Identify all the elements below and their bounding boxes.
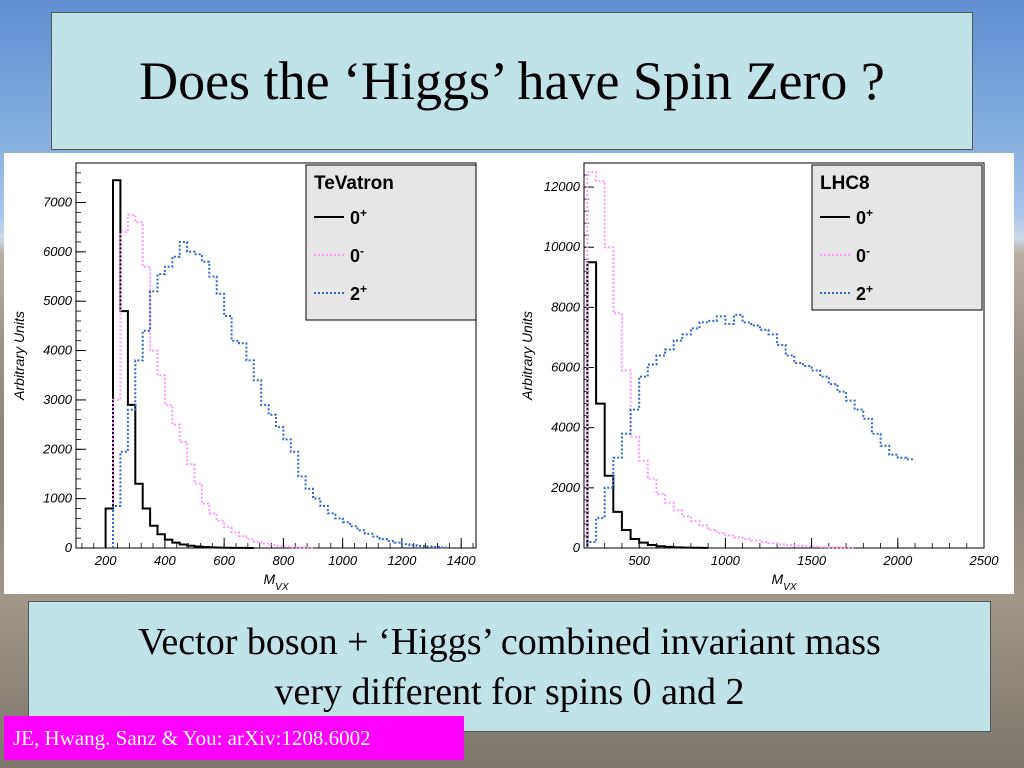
- x-tick-label: 1400: [447, 553, 477, 568]
- legend-box: [305, 164, 477, 321]
- y-tick-label: 4000: [43, 343, 73, 358]
- y-tick-label: 5000: [43, 293, 73, 308]
- legend-label: 0+: [856, 206, 873, 228]
- y-tick-label: 6000: [551, 360, 581, 375]
- y-axis-title: Arbitrary Units: [11, 311, 27, 401]
- y-tick-label: 0: [573, 540, 581, 555]
- x-tick-label: 1500: [797, 553, 827, 568]
- legend-label: 0-: [856, 244, 870, 266]
- plot-panel: 0 1000 2000 3000 4000 5000 6000 7000 200 400 600 80…: [4, 153, 1014, 594]
- y-tick-label: 2000: [42, 441, 73, 456]
- y-tick-label: 2000: [550, 480, 581, 495]
- legend-box: [811, 164, 983, 311]
- x-tick-label: 400: [154, 553, 176, 568]
- x-tick-label: 500: [628, 553, 650, 568]
- caption-line-1: Vector boson + ‘Higgs’ combined invarian…: [138, 620, 881, 663]
- y-tick-label: 8000: [551, 299, 581, 314]
- legend-title: LHC8: [820, 173, 870, 194]
- y-tick-label: 10000: [544, 239, 581, 254]
- slide-title: Does the ‘Higgs’ have Spin Zero ?: [51, 12, 973, 150]
- x-tick-label: 800: [273, 553, 295, 568]
- x-axis-title: MVX: [771, 571, 796, 593]
- chart-2: 0 2000 4000 6000 8000 10000 12000 500 1000 1500 20…: [519, 162, 1000, 593]
- series-2plus-line: [586, 313, 915, 548]
- legend-label: 0+: [350, 206, 367, 228]
- legend-label: 0-: [350, 244, 364, 266]
- y-tick-label: 12000: [544, 179, 581, 194]
- caption-line-2: very different for spins 0 and 2: [274, 670, 745, 713]
- legend-label: 2+: [350, 282, 367, 304]
- caption-box: Vector boson + ‘Higgs’ combined invarian…: [28, 601, 991, 732]
- y-tick-label: 1000: [43, 491, 73, 506]
- x-axis-title: MVX: [263, 571, 288, 593]
- y-axis-title: Arbitrary Units: [519, 311, 535, 401]
- y-tick-label: 0: [65, 540, 73, 555]
- x-tick-label: 1200: [387, 553, 417, 568]
- series-2plus-line: [112, 241, 447, 549]
- plot-frame: [75, 162, 477, 549]
- legend-title: TeVatron: [314, 173, 394, 194]
- series-0plus-line: [104, 179, 254, 549]
- y-tick-label: 6000: [43, 244, 73, 259]
- series-0plus-line: [586, 261, 709, 549]
- reference-tag: JE, Hwang. Sanz & You: arXiv:1208.6002: [4, 716, 464, 760]
- chart-1: 0 1000 2000 3000 4000 5000 6000 7000 200 400 600 80…: [11, 162, 477, 593]
- x-tick-label: 2000: [882, 553, 913, 568]
- y-tick-label: 7000: [43, 194, 73, 209]
- x-tick-label: 2500: [969, 553, 1000, 568]
- x-tick-label: 600: [213, 553, 235, 568]
- x-tick-label: 1000: [711, 553, 741, 568]
- legend-label: 2+: [856, 282, 873, 304]
- y-tick-label: 3000: [43, 392, 73, 407]
- x-tick-label: 200: [94, 553, 117, 568]
- y-tick-label: 4000: [551, 420, 581, 435]
- series-0minus-line: [112, 213, 313, 549]
- x-tick-label: 1000: [328, 553, 358, 568]
